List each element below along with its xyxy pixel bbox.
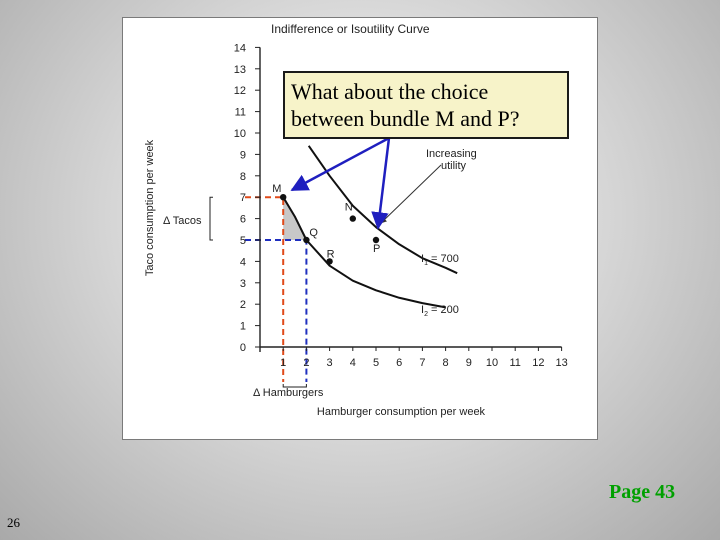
point-label-n: N bbox=[345, 202, 353, 214]
y-tick-label: 1 bbox=[240, 321, 246, 333]
y-tick-label: 5 bbox=[240, 235, 246, 247]
y-tick-label: 4 bbox=[240, 256, 246, 268]
point-label-m: M bbox=[272, 183, 281, 195]
point-label-p: P bbox=[373, 243, 380, 255]
x-tick-label: 13 bbox=[555, 357, 567, 369]
y-tick-label: 0 bbox=[240, 342, 246, 354]
x-tick-label: 2 bbox=[303, 357, 309, 369]
x-tick-label: 11 bbox=[509, 357, 520, 369]
question-callout: What about the choice between bundle M a… bbox=[283, 71, 569, 139]
y-tick-label: 7 bbox=[240, 192, 246, 204]
callout-line-1: What about the choice bbox=[291, 79, 489, 104]
x-tick-label: 10 bbox=[486, 357, 498, 369]
x-tick-label: 12 bbox=[532, 357, 544, 369]
point-label-q: Q bbox=[309, 227, 318, 239]
point-n bbox=[349, 215, 356, 222]
delta-hamburgers-label: Δ Hamburgers bbox=[253, 387, 324, 399]
callout-arrow-to-p bbox=[371, 137, 391, 230]
increasing-utility-label-2: utility bbox=[441, 160, 467, 172]
y-tick-label: 10 bbox=[234, 128, 246, 140]
x-tick-label: 4 bbox=[350, 357, 356, 369]
y-tick-label: 11 bbox=[235, 107, 246, 119]
x-tick-label: 6 bbox=[396, 357, 402, 369]
y-tick-label: 13 bbox=[234, 64, 246, 76]
increasing-utility-arrow bbox=[380, 164, 442, 224]
delta-tacos-label: Δ Tacos bbox=[163, 215, 202, 227]
y-tick-label: 12 bbox=[234, 85, 246, 97]
increasing-utility-label-1: Increasing bbox=[426, 148, 477, 160]
x-axis-title: Hamburger consumption per week bbox=[317, 406, 486, 418]
x-tick-label: 7 bbox=[419, 357, 425, 369]
q-guide-dashed-line bbox=[245, 239, 308, 382]
point-label-r: R bbox=[327, 248, 335, 260]
y-tick-label: 3 bbox=[240, 278, 246, 290]
y-axis-title: Taco consumption per week bbox=[144, 139, 156, 276]
y-tick-label: 8 bbox=[240, 171, 246, 183]
point-m bbox=[280, 194, 287, 201]
y-tick-label: 9 bbox=[240, 149, 246, 161]
indifference-curve-2 bbox=[307, 145, 458, 275]
indifference-curve-1 bbox=[282, 196, 446, 309]
point-r bbox=[326, 258, 333, 265]
page-reference: Page 43 bbox=[609, 481, 676, 503]
x-tick-label: 8 bbox=[443, 357, 449, 369]
point-p bbox=[372, 236, 380, 244]
x-tick-label: 9 bbox=[466, 357, 472, 369]
y-tick-label: 14 bbox=[234, 42, 246, 54]
callout-line-2: between bundle M and P? bbox=[291, 106, 520, 131]
m-guide-dashed-line bbox=[245, 196, 285, 382]
indifference-chart: Indifference or Isoutility Curve Taco co… bbox=[144, 22, 568, 418]
delta-hamburgers-bracket bbox=[282, 384, 307, 388]
x-tick-label: 5 bbox=[373, 357, 379, 369]
delta-tacos-bracket bbox=[209, 196, 213, 241]
slide-number: 26 bbox=[7, 515, 20, 530]
point-q bbox=[303, 236, 310, 244]
curve-label-i2: I2 = 200 bbox=[421, 304, 459, 318]
callout-arrow-to-m bbox=[290, 136, 390, 192]
y-tick-label: 2 bbox=[240, 299, 246, 311]
x-tick-label: 1 bbox=[280, 357, 286, 369]
x-tick-label: 3 bbox=[327, 357, 333, 369]
y-tick-label: 6 bbox=[240, 214, 246, 226]
chart-title: Indifference or Isoutility Curve bbox=[271, 22, 430, 36]
curve-label-i1: I1 = 700 bbox=[421, 253, 459, 267]
